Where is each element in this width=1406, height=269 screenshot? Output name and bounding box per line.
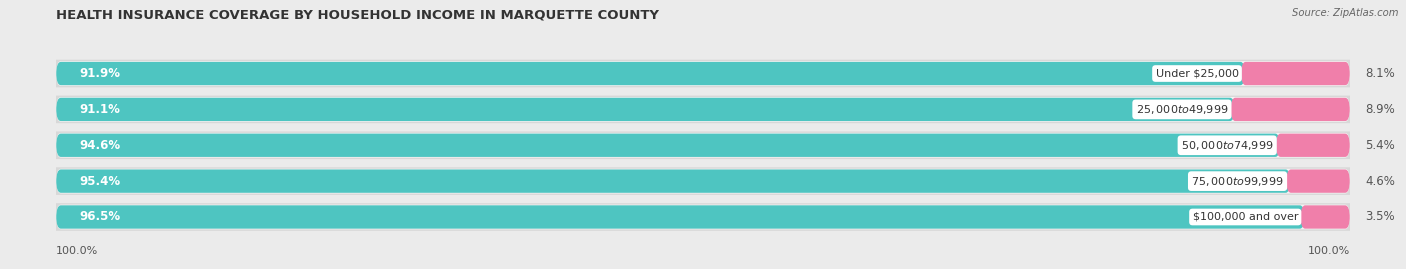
- Text: Under $25,000: Under $25,000: [1156, 69, 1239, 79]
- Text: Source: ZipAtlas.com: Source: ZipAtlas.com: [1292, 8, 1399, 18]
- Text: $100,000 and over: $100,000 and over: [1192, 212, 1298, 222]
- FancyBboxPatch shape: [49, 95, 1357, 123]
- Text: 5.4%: 5.4%: [1365, 139, 1395, 152]
- FancyBboxPatch shape: [56, 205, 1305, 229]
- FancyBboxPatch shape: [1277, 134, 1350, 157]
- Text: 8.1%: 8.1%: [1365, 67, 1395, 80]
- Text: 4.6%: 4.6%: [1365, 175, 1395, 187]
- Text: 91.1%: 91.1%: [80, 103, 121, 116]
- Text: HEALTH INSURANCE COVERAGE BY HOUSEHOLD INCOME IN MARQUETTE COUNTY: HEALTH INSURANCE COVERAGE BY HOUSEHOLD I…: [56, 8, 659, 21]
- FancyBboxPatch shape: [1286, 169, 1350, 193]
- Text: 94.6%: 94.6%: [80, 139, 121, 152]
- Text: $75,000 to $99,999: $75,000 to $99,999: [1191, 175, 1284, 187]
- FancyBboxPatch shape: [56, 97, 1350, 122]
- FancyBboxPatch shape: [49, 167, 1357, 195]
- FancyBboxPatch shape: [56, 205, 1350, 229]
- Text: 100.0%: 100.0%: [56, 246, 98, 256]
- FancyBboxPatch shape: [49, 132, 1357, 159]
- FancyBboxPatch shape: [1230, 98, 1350, 121]
- Text: $50,000 to $74,999: $50,000 to $74,999: [1181, 139, 1274, 152]
- FancyBboxPatch shape: [49, 60, 1357, 87]
- Text: 100.0%: 100.0%: [1308, 246, 1350, 256]
- FancyBboxPatch shape: [56, 98, 1234, 121]
- FancyBboxPatch shape: [56, 169, 1350, 193]
- Text: 91.9%: 91.9%: [80, 67, 121, 80]
- FancyBboxPatch shape: [1301, 205, 1350, 229]
- FancyBboxPatch shape: [56, 62, 1244, 85]
- FancyBboxPatch shape: [49, 203, 1357, 231]
- Text: $25,000 to $49,999: $25,000 to $49,999: [1136, 103, 1229, 116]
- FancyBboxPatch shape: [56, 133, 1350, 158]
- FancyBboxPatch shape: [56, 61, 1350, 86]
- Text: 95.4%: 95.4%: [80, 175, 121, 187]
- Text: 8.9%: 8.9%: [1365, 103, 1395, 116]
- FancyBboxPatch shape: [1241, 62, 1350, 85]
- FancyBboxPatch shape: [56, 169, 1291, 193]
- Text: 3.5%: 3.5%: [1365, 211, 1395, 224]
- FancyBboxPatch shape: [56, 134, 1279, 157]
- Text: 96.5%: 96.5%: [80, 211, 121, 224]
